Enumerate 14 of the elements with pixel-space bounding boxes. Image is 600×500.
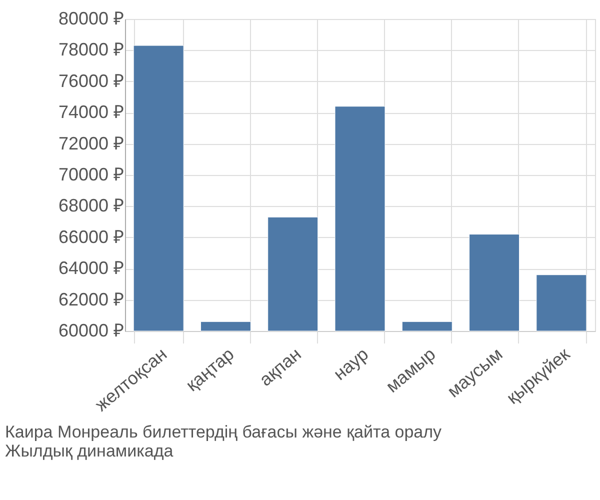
y-tick-label: 78000 ₽ (58, 40, 124, 60)
y-tick-label: 80000 ₽ (58, 8, 124, 28)
y-tick-label: 66000 ₽ (58, 226, 124, 247)
y-tick-label: 70000 ₽ (58, 164, 124, 184)
y-tick-label: 72000 ₽ (58, 133, 124, 154)
x-tick-label: наур (330, 344, 372, 384)
text: Жылдық динамикада (5, 442, 174, 461)
y-tick-label: 60000 ₽ (58, 320, 124, 340)
y-tick-label: 62000 ₽ (58, 289, 124, 310)
y-tick-label: 64000 ₽ (58, 258, 124, 278)
text: Каира Монреаль билеттердің бағасы және қайта оралу (5, 422, 442, 442)
y-tick-label: 74000 ₽ (58, 102, 124, 122)
y-tick-label: 76000 ₽ (58, 70, 124, 91)
y-tick-label: 68000 ₽ (58, 196, 124, 216)
